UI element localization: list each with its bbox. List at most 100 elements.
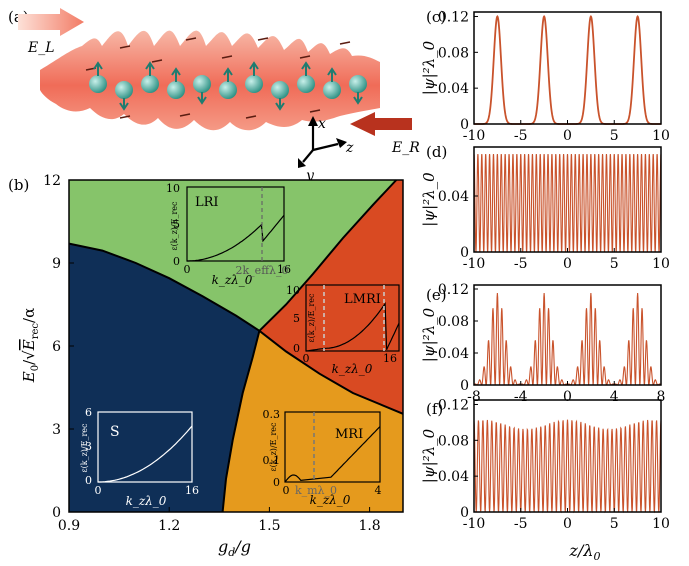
x-tick-label: -10 [463, 516, 486, 532]
panel-label-f: (f) [426, 400, 443, 418]
atom [115, 81, 133, 99]
spin-arrow [249, 61, 259, 76]
x-tick-label: 10 [652, 516, 670, 532]
x-tick-label: 0.9 [58, 518, 80, 534]
x-tick-label: -4 [514, 389, 528, 405]
atom [297, 75, 315, 93]
inset-S: S 6 3 0 0 16 k_zλ_0 ε(k_z)/E_rec [80, 406, 199, 508]
spin-arrow [93, 61, 103, 76]
atom [89, 75, 107, 93]
y-tick-label: 6 [52, 339, 61, 355]
field-dashes [85, 37, 351, 119]
y-tick-label: 0.08 [438, 45, 469, 61]
inset-MRI-marker-label: k_mλ_0 [295, 484, 337, 497]
inset-LMRI: LMRI 10 5 0 0 16 k_zλ_0 ε(k_z)/E_rec [286, 284, 400, 376]
x-tick-label: 10 [652, 128, 670, 144]
coordinate-axes [298, 116, 347, 168]
field-label-right: E_R [391, 140, 420, 156]
y-tick-label: 0.04 [438, 346, 469, 362]
x-tick-label: -10 [463, 256, 486, 272]
x-tick-label: 5 [610, 516, 619, 532]
y-tick-label: 0.04 [438, 189, 469, 205]
phase-xlabel: gd/g [218, 537, 251, 559]
atom-array [89, 61, 367, 111]
axis-label-x: x [318, 116, 326, 132]
spin-arrow [197, 92, 207, 105]
density-ylabel: |ψ|²λ_0 [420, 172, 438, 227]
density-frame [473, 284, 662, 386]
inset-LMRI-xtick: 16 [383, 352, 397, 365]
x-tick-label: 0 [563, 389, 572, 405]
x-tick-label: 1.2 [158, 518, 180, 534]
region-LMRI [259, 180, 403, 414]
density-trace [473, 292, 662, 386]
panel-label-e: (e) [426, 286, 447, 304]
spin-arrow [327, 67, 337, 82]
inset-LRI: LRI 10 5 0 0 16 k_zλ_0 2k_effλ_0 ε(k_z)/… [166, 182, 291, 287]
spin-arrow [353, 92, 363, 105]
density-panel-e: -8 -4 0 4 8 0 0.04 0.08 0.12|ψ|²λ_0 [420, 282, 665, 405]
panel-label-c: (c) [426, 8, 446, 26]
spin-arrow [223, 67, 233, 82]
inset-LRI-marker-label: 2k_effλ_0 [236, 264, 289, 277]
atom [271, 81, 289, 99]
panel-b-phase-diagram: (b) 0.9 1.2 1.5 1.8 0 3 6 9 12 gd/g E0/√Erec/α L… [8, 173, 404, 559]
x-tick-label: 10 [652, 256, 670, 272]
inset-S-ylabel: ε(k_z)/E_rec [80, 423, 89, 473]
inset-LRI-ylabel: ε(k_z)/E_rec [170, 201, 179, 251]
y-tick-label: 0.08 [438, 314, 469, 330]
spin-arrow [171, 67, 181, 82]
atom [193, 75, 211, 93]
x-tick-label: 0 [563, 128, 572, 144]
x-tick-label: 5 [610, 128, 619, 144]
spin-arrow [119, 98, 129, 111]
panel-label-b: (b) [8, 176, 29, 194]
y-tick-label: 9 [52, 256, 61, 272]
x-tick-label: -8 [467, 389, 481, 405]
y-tick-label: 0 [52, 505, 61, 521]
inset-LRI-label: LRI [195, 195, 219, 210]
y-tick-label: 12 [43, 173, 61, 189]
density-panel-f: -10 -5 0 5 10 0 0.04 0.08 0.12|ψ|²λ_0 [420, 397, 670, 532]
inset-LRI-ytick: 5 [173, 218, 180, 231]
x-tick-label: 0 [563, 256, 572, 272]
inset-LRI-curve [187, 214, 285, 262]
x-tick-label: 8 [657, 389, 666, 405]
inset-LMRI-xtick: 0 [303, 352, 310, 365]
atom [219, 81, 237, 99]
atom [245, 75, 263, 93]
phase-ylabel: E0/√Erec/α [20, 308, 41, 383]
inset-LMRI-ytick: 5 [293, 312, 300, 325]
x-tick-label: 0 [563, 516, 572, 532]
phase-boundary [258, 330, 404, 415]
inset-MRI-ylabel: ε(k_z)/E_rec [269, 422, 278, 472]
inset-S-ytick: 3 [85, 440, 92, 453]
inset-MRI-ytick: 0.1 [263, 454, 281, 467]
region-S [69, 243, 260, 512]
y-tick-label: 0.12 [438, 282, 469, 298]
inset-LRI-xtick: 0 [184, 263, 191, 276]
y-tick-label: 3 [52, 422, 61, 438]
panel-a-schematic: (a) E_L E_R x z y [8, 8, 420, 184]
region-MRI [222, 330, 403, 512]
panel-label-d: (d) [426, 143, 447, 161]
inset-S-label: S [110, 424, 120, 440]
x-tick-label: -5 [514, 128, 528, 144]
x-tick-label: 4 [610, 389, 619, 405]
inset-LRI-xlabel: k_zλ_0 [212, 273, 253, 287]
inset-LMRI-xlabel: k_zλ_0 [332, 362, 373, 376]
inset-S-xlabel: k_zλ_0 [126, 494, 167, 508]
inset-MRI-curve [284, 426, 381, 483]
density-ylabel: |ψ|²λ_0 [420, 40, 438, 95]
x-tick-label: -10 [463, 128, 486, 144]
y-tick-label: 0.12 [438, 9, 469, 25]
inset-S-xtick: 16 [185, 484, 199, 497]
inset-MRI-xtick: 4 [375, 484, 382, 497]
phase-axes: 0.9 1.2 1.5 1.8 0 3 6 9 12 [43, 173, 381, 534]
inset-LMRI-label: LMRI [344, 292, 381, 307]
x-tick-label: 1.5 [258, 518, 280, 534]
phase-boundary [258, 179, 398, 332]
inset-S-ytick: 6 [85, 406, 92, 419]
phase-boundary [221, 330, 261, 513]
y-tick-label: 0.04 [438, 81, 469, 97]
